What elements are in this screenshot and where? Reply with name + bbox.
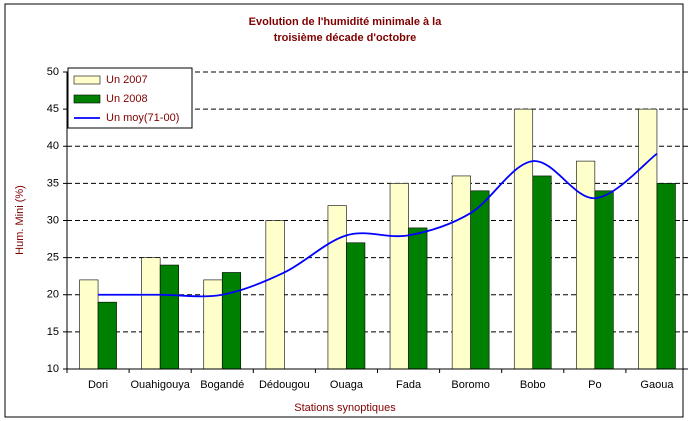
x-tick-label: Dédougou (259, 379, 310, 391)
bar (532, 175, 552, 370)
y-tick-label: 35 (47, 177, 59, 189)
legend-label: Un 2007 (106, 74, 148, 86)
bar (470, 190, 490, 370)
y-tick-label: 20 (47, 289, 59, 301)
y-tick-label: 40 (47, 140, 59, 152)
bar (159, 264, 179, 370)
bar (638, 108, 658, 370)
x-tick-label: Fada (396, 379, 422, 391)
chart-title: troisième décade d'octobre (274, 32, 417, 44)
bar (389, 183, 409, 370)
x-tick-label: Bogandé (200, 379, 244, 391)
bar (408, 227, 428, 370)
legend-label: Un 2008 (106, 93, 148, 105)
x-tick-label: Ouaga (330, 379, 364, 391)
x-axis-label: Stations synoptiques (294, 402, 396, 414)
bar (346, 242, 366, 370)
y-tick-label: 30 (47, 214, 59, 226)
bar (656, 183, 676, 370)
y-tick-label: 50 (47, 66, 59, 78)
legend-swatch (73, 75, 101, 85)
bar (203, 279, 223, 370)
chart-title: Evolution de l'humidité minimale à la (249, 16, 443, 28)
bar (97, 301, 117, 370)
bar (141, 257, 161, 370)
y-tick-label: 25 (47, 252, 59, 264)
x-tick-label: Po (588, 379, 601, 391)
y-tick-label: 45 (47, 103, 59, 115)
legend: Un 2007 Un 2008 Un moy(71-00) (67, 67, 193, 129)
x-tick-label: Boromo (451, 379, 490, 391)
bar (79, 279, 99, 370)
bar (327, 205, 347, 370)
legend-label: Un moy(71-00) (106, 112, 179, 124)
line-series (98, 152, 658, 298)
y-tick-label: 15 (47, 326, 59, 338)
y-axis-label: Hum. Mini (%) (14, 185, 26, 255)
y-tick-label: 10 (47, 363, 59, 375)
bar (594, 190, 614, 370)
x-tick-label: Dori (88, 379, 108, 391)
legend-swatch (73, 94, 101, 104)
x-tick-label: Bobo (520, 379, 546, 391)
x-tick-label: Gaoua (640, 379, 674, 391)
bar (513, 108, 534, 370)
bar (221, 272, 242, 370)
bar (265, 220, 285, 370)
bar (451, 175, 471, 370)
x-tick-label: Ouahigouya (130, 379, 190, 391)
